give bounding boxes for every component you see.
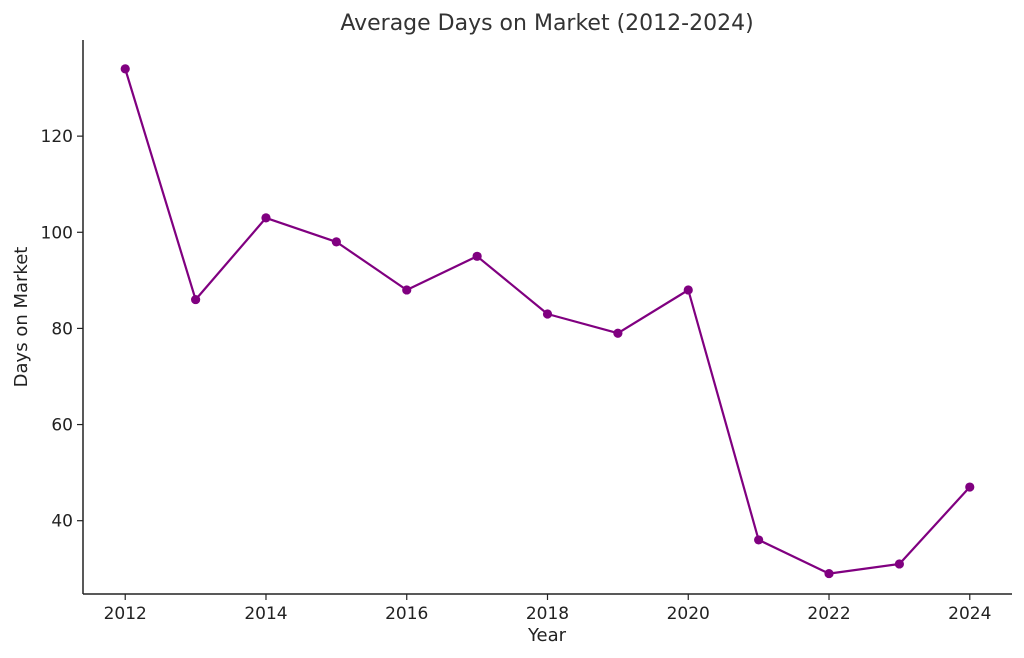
x-tick-label: 2014 xyxy=(244,604,287,624)
y-tick-label: 80 xyxy=(51,319,73,339)
y-axis-ticks: 40 60 80 100 120 xyxy=(41,127,83,532)
data-point xyxy=(331,237,341,247)
x-tick-label: 2022 xyxy=(807,604,850,624)
chart-title: Average Days on Market (2012-2024) xyxy=(340,11,753,36)
data-point xyxy=(683,285,693,295)
x-tick-label: 2020 xyxy=(667,604,710,624)
x-axis-ticks: 2012 2014 2016 2018 2020 2022 2024 xyxy=(104,594,991,624)
data-point xyxy=(754,535,764,545)
x-tick-label: 2012 xyxy=(104,604,147,624)
data-point xyxy=(965,482,975,492)
data-point xyxy=(261,213,271,223)
y-tick-label: 100 xyxy=(41,223,73,243)
data-point xyxy=(402,285,412,295)
data-point xyxy=(542,309,553,319)
series-line xyxy=(124,68,971,575)
series-group xyxy=(120,64,975,579)
data-point xyxy=(613,328,623,338)
y-axis-label: Days on Market xyxy=(11,247,32,388)
y-tick-label: 120 xyxy=(41,127,73,147)
data-point xyxy=(120,64,130,74)
y-tick-label: 40 xyxy=(51,512,73,532)
data-point xyxy=(894,559,904,569)
x-tick-label: 2018 xyxy=(526,604,569,624)
x-tick-label: 2024 xyxy=(948,604,991,624)
x-axis-label: Year xyxy=(527,625,567,646)
data-point xyxy=(472,251,482,261)
x-tick-label: 2016 xyxy=(385,604,428,624)
data-point xyxy=(191,294,201,305)
data-point xyxy=(824,568,834,579)
y-tick-label: 60 xyxy=(51,416,73,436)
